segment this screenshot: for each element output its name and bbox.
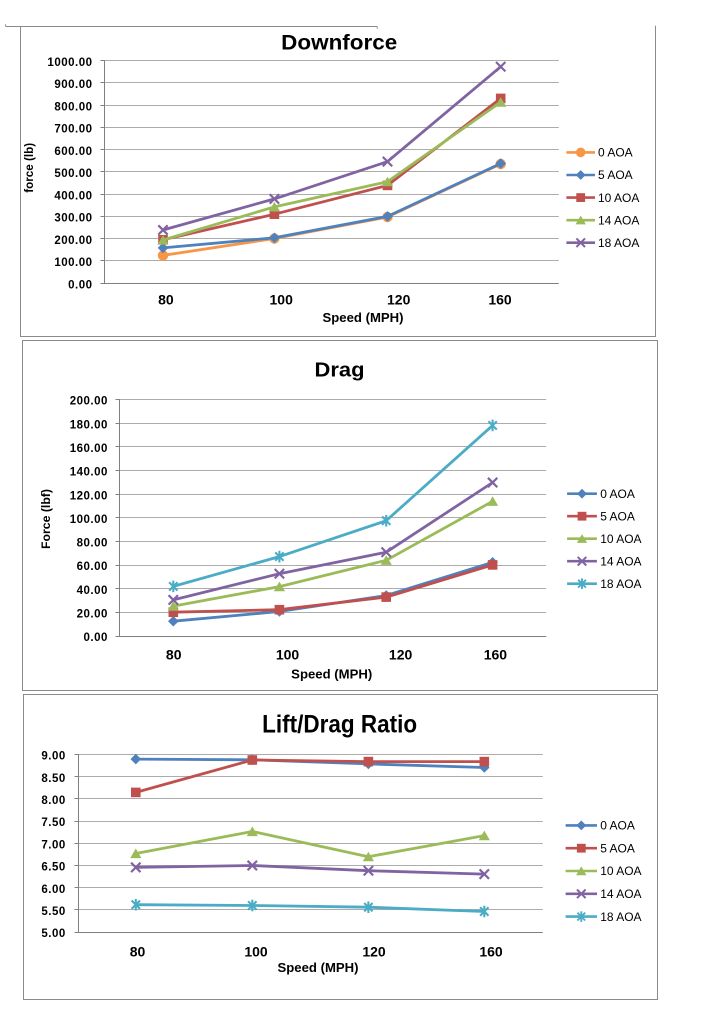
svg-text:80.00: 80.00 <box>77 538 108 550</box>
svg-text:800.00: 800.00 <box>54 101 92 113</box>
svg-text:0.00: 0.00 <box>68 279 92 291</box>
svg-text:60.00: 60.00 <box>77 561 108 573</box>
svg-text:80: 80 <box>158 291 174 307</box>
svg-text:9.00: 9.00 <box>41 751 65 763</box>
svg-text:300.00: 300.00 <box>54 213 92 225</box>
svg-text:200.00: 200.00 <box>70 396 108 408</box>
svg-text:0 AOA: 0 AOA <box>600 819 635 833</box>
svg-text:Downforce: Downforce <box>281 31 397 55</box>
svg-text:100.00: 100.00 <box>54 257 92 269</box>
svg-text:500.00: 500.00 <box>54 168 92 180</box>
svg-text:10 AOA: 10 AOA <box>600 864 641 878</box>
svg-text:18 AOA: 18 AOA <box>600 577 641 591</box>
svg-text:160: 160 <box>484 647 508 663</box>
svg-text:80: 80 <box>166 647 182 663</box>
svg-text:160.00: 160.00 <box>70 443 108 455</box>
svg-text:1000.00: 1000.00 <box>47 57 92 69</box>
svg-text:6.50: 6.50 <box>41 862 65 874</box>
svg-text:40.00: 40.00 <box>77 585 108 597</box>
svg-text:0 AOA: 0 AOA <box>600 487 635 501</box>
svg-text:7.00: 7.00 <box>41 839 65 851</box>
svg-text:5 AOA: 5 AOA <box>600 509 635 523</box>
svg-text:5 AOA: 5 AOA <box>598 168 633 182</box>
svg-text:8.00: 8.00 <box>41 795 65 807</box>
svg-text:140.00: 140.00 <box>70 467 108 479</box>
svg-text:0 AOA: 0 AOA <box>598 146 633 160</box>
svg-text:100.00: 100.00 <box>70 514 108 526</box>
svg-text:20.00: 20.00 <box>77 609 108 621</box>
svg-text:14 AOA: 14 AOA <box>600 554 641 568</box>
svg-text:5.50: 5.50 <box>41 906 65 918</box>
svg-text:100: 100 <box>276 647 300 663</box>
svg-text:18 AOA: 18 AOA <box>598 236 639 250</box>
svg-text:14 AOA: 14 AOA <box>598 213 639 227</box>
svg-text:900.00: 900.00 <box>54 79 92 91</box>
svg-text:10 AOA: 10 AOA <box>598 191 639 205</box>
svg-text:400.00: 400.00 <box>54 190 92 202</box>
svg-text:120.00: 120.00 <box>70 490 108 502</box>
svg-text:120: 120 <box>389 647 413 663</box>
svg-text:Speed (MPH): Speed (MPH) <box>291 667 372 682</box>
svg-text:200.00: 200.00 <box>54 235 92 247</box>
svg-text:600.00: 600.00 <box>54 146 92 158</box>
svg-text:10 AOA: 10 AOA <box>600 532 641 546</box>
svg-text:18 AOA: 18 AOA <box>600 910 641 924</box>
svg-text:8.50: 8.50 <box>41 773 65 785</box>
svg-text:force (lb): force (lb) <box>22 143 36 193</box>
svg-text:5 AOA: 5 AOA <box>600 841 635 855</box>
svg-text:Speed (MPH): Speed (MPH) <box>278 960 359 975</box>
svg-text:180.00: 180.00 <box>70 419 108 431</box>
svg-text:80: 80 <box>130 944 146 960</box>
svg-text:Speed (MPH): Speed (MPH) <box>323 310 404 325</box>
svg-text:Drag: Drag <box>315 359 365 381</box>
svg-text:14 AOA: 14 AOA <box>600 887 641 901</box>
svg-text:5.00: 5.00 <box>41 928 65 940</box>
svg-text:100: 100 <box>270 291 294 307</box>
svg-text:120: 120 <box>362 944 386 960</box>
svg-text:7.50: 7.50 <box>41 817 65 829</box>
svg-text:6.00: 6.00 <box>41 884 65 896</box>
svg-text:160: 160 <box>479 944 503 960</box>
svg-text:100: 100 <box>244 944 268 960</box>
svg-text:0.00: 0.00 <box>84 632 108 644</box>
svg-text:Force (lbf): Force (lbf) <box>41 489 53 549</box>
svg-text:700.00: 700.00 <box>54 124 92 136</box>
svg-text:120: 120 <box>387 291 411 307</box>
svg-text:Lift/Drag Ratio: Lift/Drag Ratio <box>262 710 417 738</box>
svg-text:160: 160 <box>488 291 512 307</box>
